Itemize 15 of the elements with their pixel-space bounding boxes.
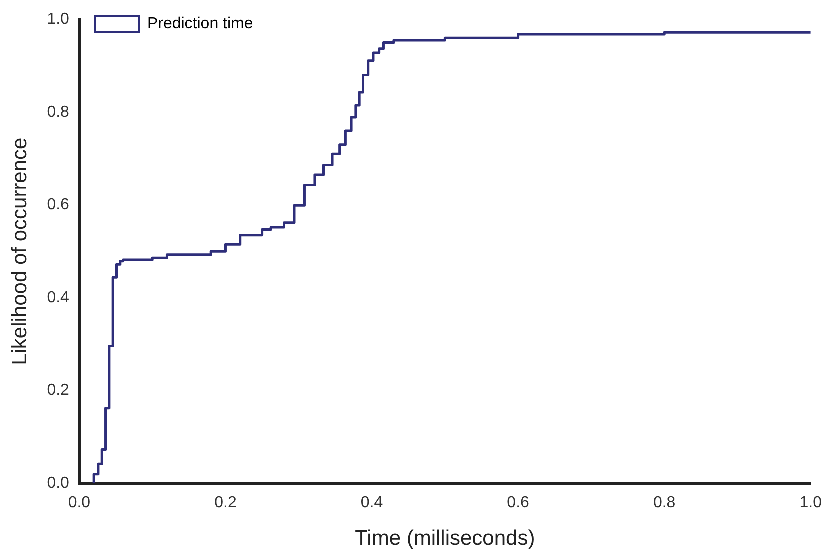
y-tick-label: 0.6	[47, 196, 70, 214]
y-tick-label: 0.4	[47, 289, 70, 306]
y-axis-title: Likelihood of occurrence	[8, 138, 32, 366]
x-tick-label: 0.0	[68, 494, 91, 512]
x-axis-title: Time (milliseconds)	[355, 527, 536, 550]
x-tick-label: 1.0	[800, 494, 822, 512]
x-tick-label: 0.8	[653, 494, 676, 512]
x-tick-label: 0.2	[214, 494, 237, 512]
y-tick-label: 1.0	[47, 11, 70, 28]
legend-label: Prediction time	[147, 15, 254, 32]
y-tick-label: 0.8	[47, 104, 70, 121]
x-tick-label: 0.6	[507, 494, 530, 512]
x-tick-label: 0.4	[360, 494, 384, 512]
y-tick-label: 0.0	[47, 475, 70, 492]
y-tick-label: 0.2	[47, 382, 70, 400]
